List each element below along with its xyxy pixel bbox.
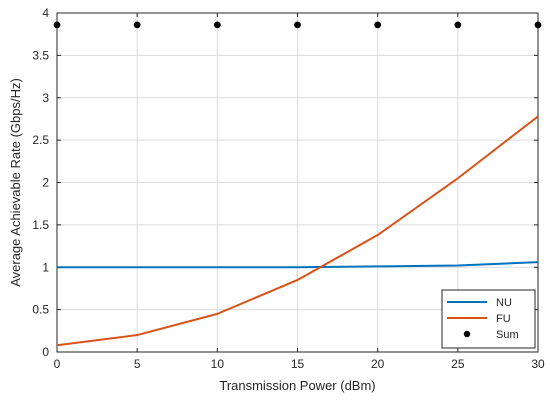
- legend-label-fu: FU: [496, 313, 511, 325]
- series-point-sum: [534, 21, 542, 29]
- series-line-fu: [56, 115, 539, 347]
- grid: [56, 12, 539, 353]
- y-tick-label: 2: [42, 176, 49, 190]
- series-point-sum: [213, 21, 221, 29]
- series-point-sum: [294, 21, 301, 29]
- y-tick-label: 2.5: [32, 133, 49, 147]
- x-tick-label: 25: [451, 357, 465, 371]
- x-tick-label: 10: [211, 357, 225, 371]
- y-tick-label: 1.5: [32, 218, 49, 232]
- y-tick-label: 0.5: [32, 303, 49, 317]
- legend-label-nu: NU: [496, 297, 512, 309]
- y-tick-label: 4: [42, 6, 49, 20]
- y-tick-label: 1: [42, 260, 49, 274]
- x-axis-label: Transmission Power (dBm): [219, 378, 375, 393]
- y-tick-label: 0: [42, 345, 49, 359]
- legend-swatch-sum: [463, 330, 471, 338]
- legend: NU FU Sum: [441, 289, 536, 349]
- y-tick-label: 3: [42, 91, 49, 105]
- ticks: 0 5 10 15 20 25 30 0 0.5 1 1.5 2 2.5 3 3.5 4: [32, 6, 545, 371]
- series-point-sum: [454, 21, 462, 29]
- x-tick-label: 20: [371, 357, 385, 371]
- y-axis-label: Average Achievable Rate (Gbps/Hz): [8, 78, 23, 287]
- legend-label-sum: Sum: [496, 329, 519, 341]
- x-tick-label: 5: [134, 357, 141, 371]
- x-tick-label: 15: [291, 357, 305, 371]
- x-tick-label: 30: [531, 357, 545, 371]
- x-tick-label: 0: [54, 357, 61, 371]
- series-point-sum: [374, 21, 382, 29]
- series-line-nu: [57, 261, 539, 269]
- series-point-sum: [133, 21, 141, 29]
- series: [53, 21, 542, 347]
- y-tick-label: 3.5: [32, 48, 49, 62]
- series-point-sum: [53, 21, 61, 29]
